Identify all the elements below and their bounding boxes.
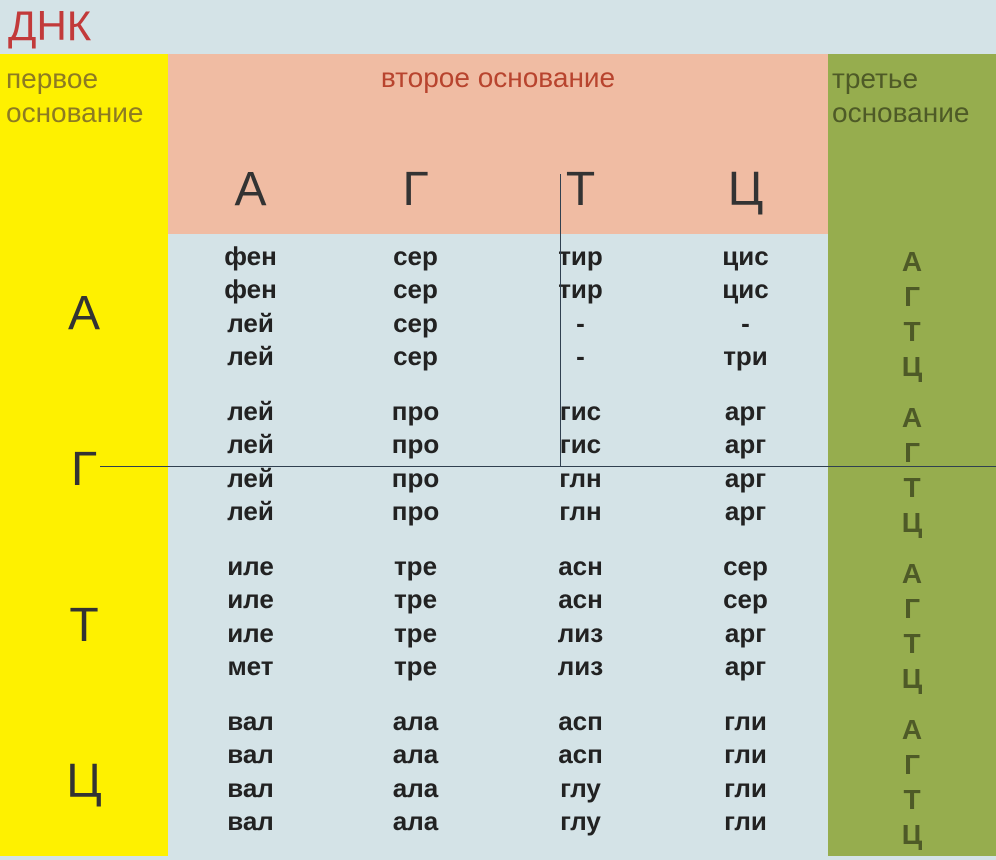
first-base-T: Т [0,598,168,653]
second-base-C: Ц [663,162,828,217]
aa-cell: гли [663,805,828,838]
third-base-group-2: А Г Т Ц [828,556,996,696]
second-base-T: Т [498,162,663,217]
codon-table: первоеоснование второе основание третьео… [0,54,996,856]
aa-cell: арг [663,650,828,683]
aa-cell: асп [498,705,663,738]
first-base-A: А [0,286,168,341]
third-base-label: Ц [828,505,996,540]
aa-cell: фен [168,240,333,273]
aa-cell: - [498,340,663,373]
aa-cell: сер [663,550,828,583]
aa-cell: гис [498,395,663,428]
aa-cell: арг [663,428,828,461]
aa-cell: асн [498,583,663,616]
data-col-G: сер сер сер сер про про про про тре тре … [333,240,498,860]
aa-cell: сер [333,340,498,373]
aa-cell: тре [333,650,498,683]
data-col-C: цис цис - три арг арг арг арг сер сер ар… [663,240,828,860]
aa-cell: вал [168,772,333,805]
aa-cell: лей [168,395,333,428]
aa-cell: сер [333,273,498,306]
header-first-base: первоеоснование [6,62,166,129]
second-base-A: А [168,162,333,217]
aa-cell: гли [663,738,828,771]
guide-line-horizontal [100,466,996,467]
aa-cell: иле [168,550,333,583]
aa-cell: арг [663,495,828,528]
data-col-A: фен фен лей лей лей лей лей лей иле иле … [168,240,333,860]
aa-cell: лей [168,495,333,528]
third-base-label: А [828,712,996,747]
aa-cell: тир [498,273,663,306]
aa-cell: тре [333,583,498,616]
aa-cell: сер [663,583,828,616]
aa-cell: про [333,395,498,428]
aa-cell: три [663,340,828,373]
aa-cell: гис [498,428,663,461]
aa-cell: глу [498,805,663,838]
aa-cell: вал [168,805,333,838]
third-base-label: Т [828,626,996,661]
aa-cell: глн [498,495,663,528]
third-base-label: Ц [828,817,996,852]
aa-cell: цис [663,273,828,306]
third-base-label: Г [828,747,996,782]
third-base-label: А [828,244,996,279]
aa-cell: про [333,495,498,528]
first-base-G: Г [0,442,168,497]
data-col-T: тир тир - - гис гис глн глн асн асн лиз … [498,240,663,860]
aa-cell: сер [333,307,498,340]
aa-cell: тир [498,240,663,273]
aa-cell: - [663,307,828,340]
third-base-label: Т [828,314,996,349]
third-base-label: Г [828,435,996,470]
aa-cell: ала [333,805,498,838]
header-second-base: второе основание [168,62,828,94]
aa-cell: фен [168,273,333,306]
aa-cell: асп [498,738,663,771]
aa-cell: глу [498,772,663,805]
third-base-label: А [828,556,996,591]
aa-cell: асн [498,550,663,583]
aa-cell: вал [168,705,333,738]
aa-cell: цис [663,240,828,273]
third-base-label: Г [828,279,996,314]
third-base-label: Г [828,591,996,626]
aa-cell: сер [333,240,498,273]
aa-cell: ала [333,772,498,805]
third-base-label: Ц [828,661,996,696]
third-base-label: Ц [828,349,996,384]
aa-cell: иле [168,617,333,650]
aa-cell: гли [663,772,828,805]
third-base-group-1: А Г Т Ц [828,400,996,540]
aa-cell: ала [333,705,498,738]
aa-cell: - [498,307,663,340]
aa-cell: мет [168,650,333,683]
aa-cell: арг [663,617,828,650]
third-base-group-0: А Г Т Ц [828,244,996,384]
third-base-group-3: А Г Т Ц [828,712,996,852]
aa-cell: лиз [498,650,663,683]
first-base-C: Ц [0,754,168,809]
aa-cell: иле [168,583,333,616]
aa-cell: гли [663,705,828,738]
aa-cell: арг [663,395,828,428]
aa-cell: лиз [498,617,663,650]
aa-cell: про [333,428,498,461]
guide-line-vertical [560,174,561,466]
third-base-label: Т [828,782,996,817]
aa-cell: лей [168,428,333,461]
aa-cell: вал [168,738,333,771]
second-base-G: Г [333,162,498,217]
third-base-label: Т [828,470,996,505]
header-third-base: третьеоснование [832,62,992,129]
aa-cell: лей [168,340,333,373]
aa-cell: тре [333,617,498,650]
aa-cell: лей [168,307,333,340]
third-base-label: А [828,400,996,435]
aa-cell: ала [333,738,498,771]
page-title: ДНК [8,2,91,50]
aa-cell: тре [333,550,498,583]
